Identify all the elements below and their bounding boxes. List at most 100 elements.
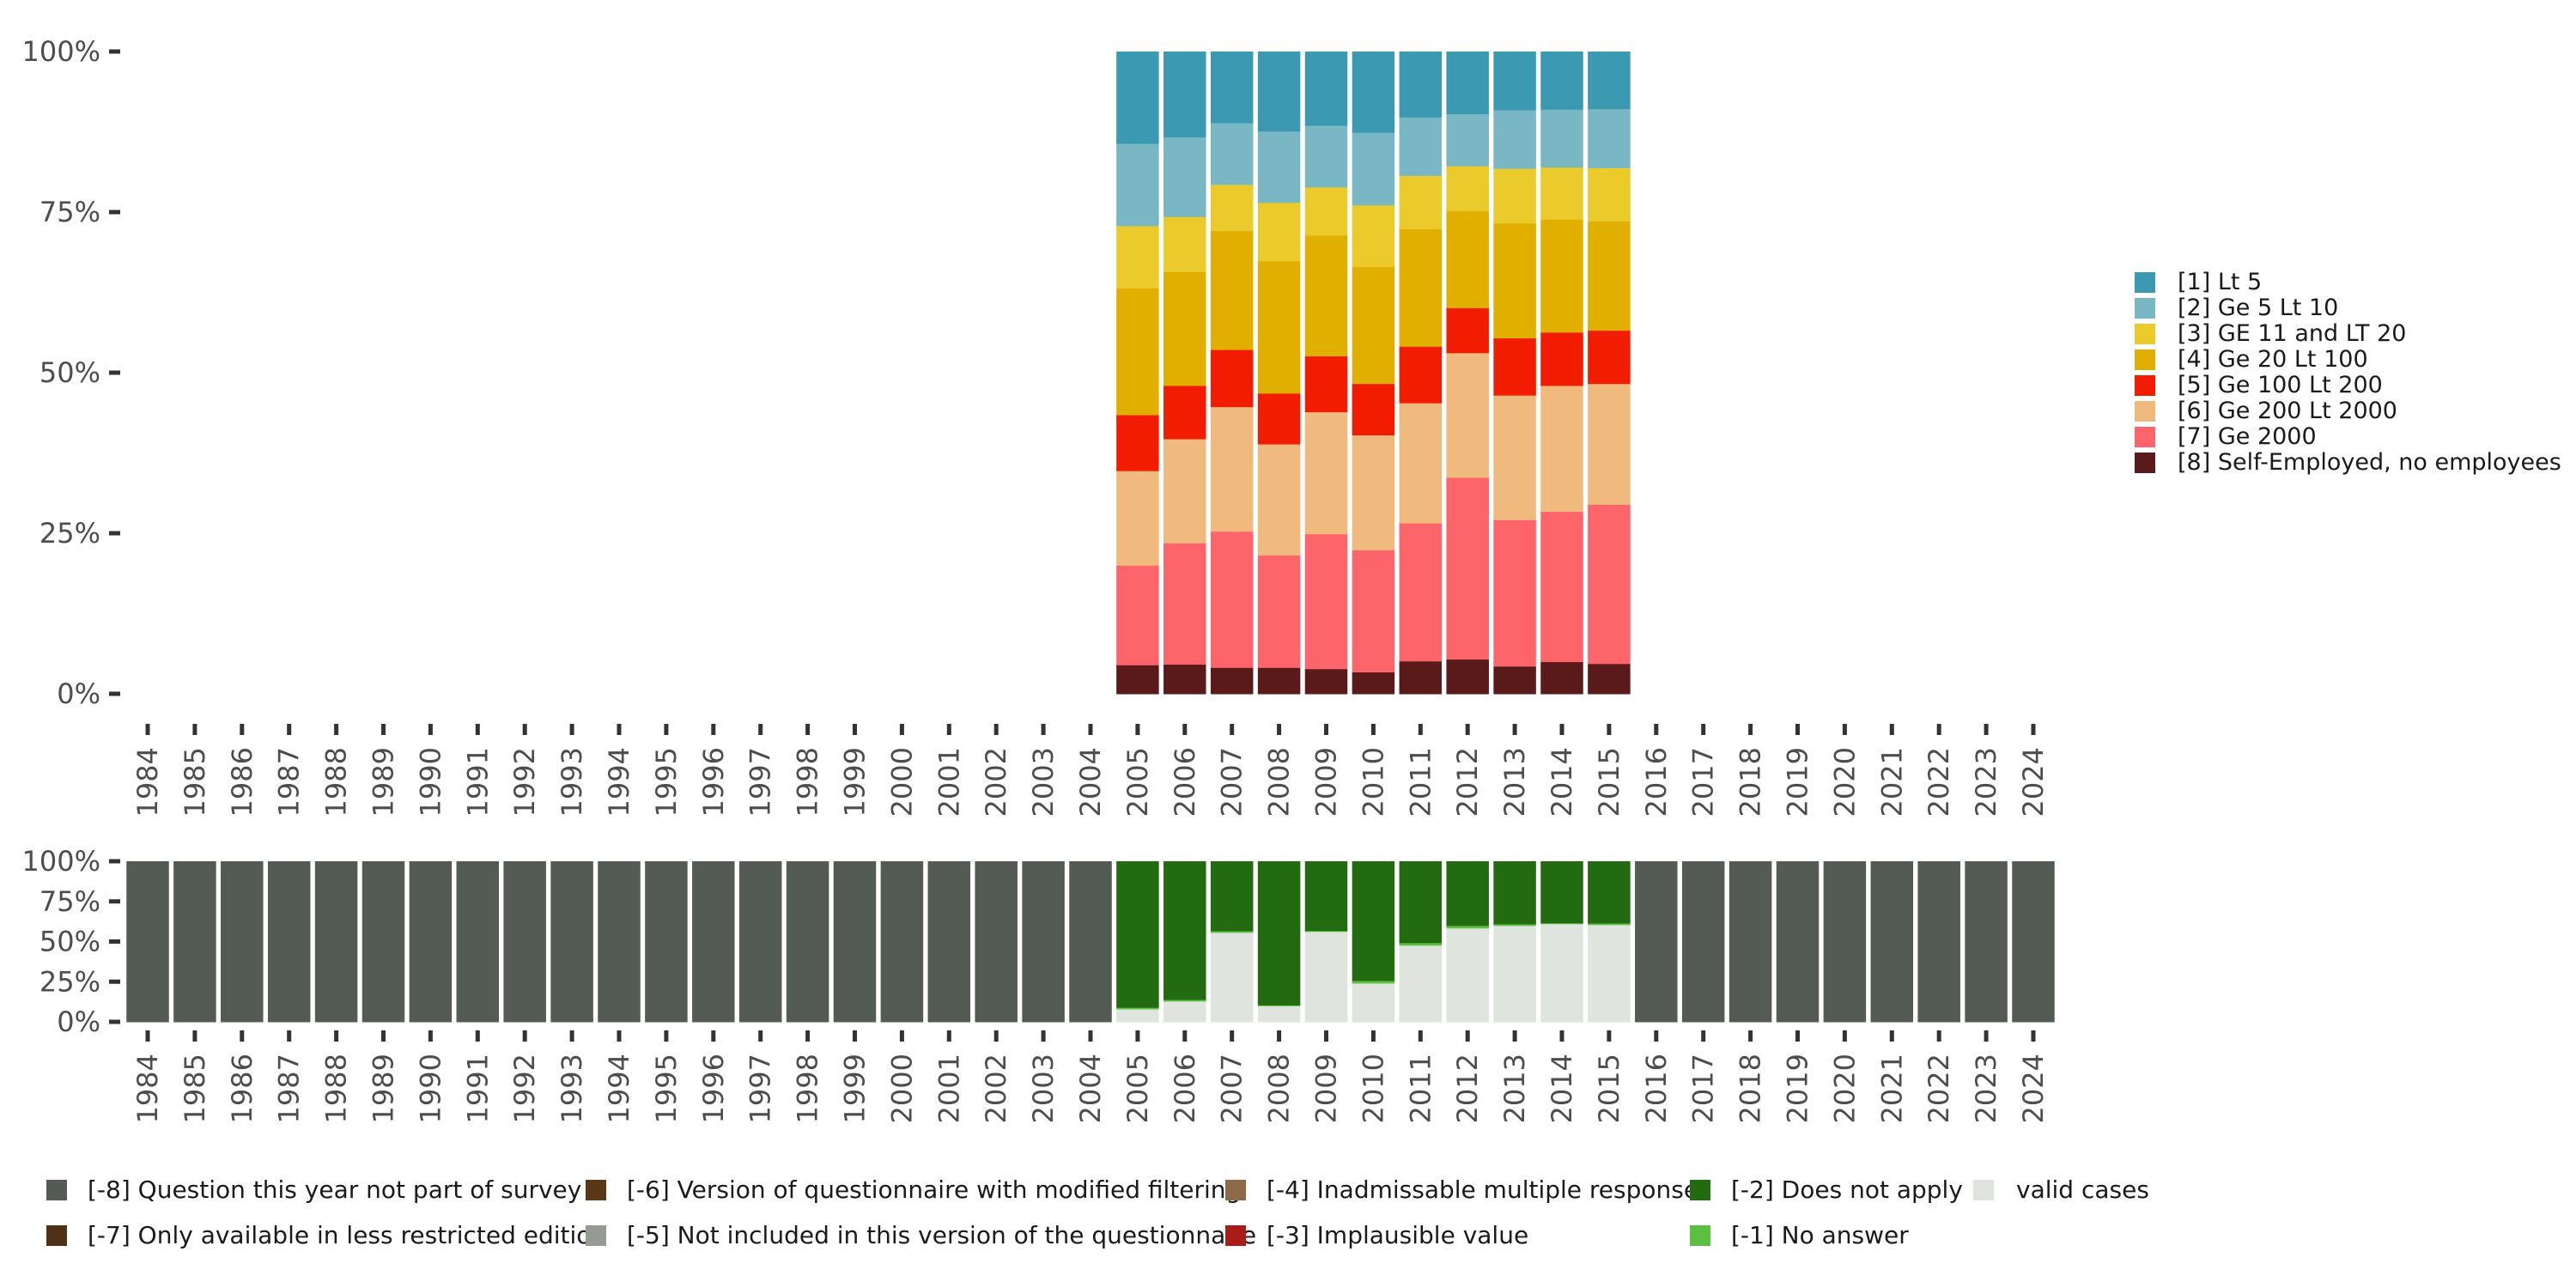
x-tick-label: 1992	[508, 747, 541, 817]
x-tick-label: 1988	[320, 747, 353, 817]
bar-segment	[1446, 927, 1489, 1023]
legend-item: [1] Lt 5	[2135, 269, 2262, 295]
legend-item: [5] Ge 100 Lt 200	[2135, 372, 2383, 398]
bar-segment	[1304, 52, 1348, 126]
x-tick-label: 2006	[1169, 747, 1201, 817]
bar-segment	[1116, 52, 1159, 144]
bar-segment	[1540, 385, 1583, 513]
x-tick-label: 2022	[1923, 747, 1955, 817]
x-tick-label: 2024	[2017, 747, 2050, 817]
x-tick-label: 2001	[933, 1054, 965, 1123]
bar-stack-1990	[409, 861, 453, 1023]
x-tick-label: 2018	[1735, 1054, 1767, 1123]
bar-segment	[692, 861, 735, 1023]
bar-segment	[1493, 52, 1536, 111]
bar-segment	[1116, 1007, 1159, 1010]
x-tick-label: 1987	[273, 747, 306, 817]
bar-stack-1997	[738, 861, 782, 1023]
top-bars	[1116, 52, 1631, 695]
bar-segment	[361, 861, 405, 1023]
bar-segment	[1116, 565, 1159, 665]
legend-item: [6] Ge 200 Lt 2000	[2135, 398, 2397, 424]
bar-segment	[550, 861, 593, 1023]
legend-item: [2] Ge 5 Lt 10	[2135, 295, 2338, 321]
legend-label: [2] Ge 5 Lt 10	[2178, 295, 2338, 321]
bar-segment	[221, 861, 264, 1023]
x-tick-label: 2012	[1451, 1054, 1484, 1123]
y-tick-label: 75%	[39, 196, 100, 228]
bar-segment	[1210, 531, 1254, 668]
bar-stack-2008	[1257, 52, 1301, 695]
legend-swatch	[2135, 298, 2155, 319]
bar-segment	[1163, 385, 1206, 440]
y-tick-label: 0%	[57, 677, 100, 710]
legend-label: [-8] Question this year not part of surv…	[88, 1176, 581, 1204]
x-tick-label: 2021	[1875, 747, 1908, 817]
bar-segment	[1163, 439, 1206, 544]
bar-segment	[1493, 923, 1536, 927]
legend-label: [7] Ge 2000	[2178, 423, 2317, 450]
bar-segment	[1540, 52, 1583, 110]
x-tick-label: 1996	[697, 1054, 730, 1123]
bar-stack-2002	[975, 861, 1018, 1023]
bar-segment	[1399, 52, 1443, 118]
x-tick-label: 2017	[1687, 1054, 1720, 1123]
bar-segment	[1446, 352, 1489, 478]
x-tick-label: 2007	[1216, 1054, 1249, 1123]
legend-swatch	[1225, 1225, 1246, 1246]
legend-swatch	[1690, 1225, 1710, 1246]
legend-swatch	[1973, 1180, 1994, 1200]
legend-label: [-3] Implausible value	[1267, 1221, 1528, 1249]
bar-segment	[1588, 504, 1631, 665]
bar-segment	[1257, 861, 1301, 1005]
y-tick-label: 50%	[39, 356, 100, 389]
x-tick-label: 2008	[1263, 1054, 1296, 1123]
bar-segment	[1446, 659, 1489, 695]
y-tick-label: 25%	[39, 965, 100, 998]
bar-segment	[1588, 663, 1631, 695]
bar-segment	[1210, 184, 1254, 232]
y-tick-label: 75%	[39, 885, 100, 918]
bar-segment	[1210, 52, 1254, 124]
x-tick-label: 1994	[603, 747, 635, 817]
legend-label: [1] Lt 5	[2178, 269, 2262, 295]
bar-segment	[1917, 861, 1960, 1023]
bar-segment	[456, 861, 500, 1023]
legend-label: valid cases	[2016, 1176, 2149, 1204]
bar-segment	[1493, 925, 1536, 1023]
x-tick-label: 2019	[1782, 747, 1814, 817]
bar-segment	[1870, 861, 1914, 1023]
bar-segment	[1257, 392, 1301, 445]
x-tick-label: 2024	[2017, 1054, 2050, 1123]
x-tick-label: 2007	[1216, 747, 1249, 817]
x-tick-label: 1999	[839, 1054, 872, 1123]
x-tick-label: 2000	[885, 1054, 918, 1123]
bar-segment	[1399, 945, 1443, 1023]
legend-label: [3] GE 11 and LT 20	[2178, 320, 2406, 347]
bar-segment	[2012, 861, 2055, 1023]
bar-segment	[1116, 471, 1159, 566]
bar-segment	[975, 861, 1018, 1023]
bar-segment	[1352, 266, 1395, 385]
x-tick-label: 2013	[1498, 1054, 1531, 1123]
bar-stack-2011	[1399, 52, 1443, 695]
bar-segment	[1588, 108, 1631, 168]
bar-stack-2003	[1022, 861, 1065, 1023]
bar-segment	[1257, 667, 1301, 695]
bar-stack-1995	[645, 861, 688, 1023]
x-tick-label: 2019	[1782, 1054, 1814, 1123]
x-tick-label: 2017	[1687, 747, 1720, 817]
bar-segment	[1352, 671, 1395, 695]
x-tick-label: 1993	[556, 747, 588, 817]
bar-stack-2007	[1210, 861, 1254, 1023]
bar-stack-2005	[1116, 52, 1159, 695]
bar-segment	[267, 861, 311, 1023]
x-tick-label: 2012	[1451, 747, 1484, 817]
bar-segment	[1588, 221, 1631, 331]
bar-segment	[1163, 1000, 1206, 1023]
legend-item: [-1] No answer	[1690, 1221, 1909, 1249]
bar-segment	[1116, 288, 1159, 416]
bar-stack-2009	[1304, 861, 1348, 1023]
bar-segment	[1823, 861, 1867, 1023]
bar-stack-2004	[1069, 861, 1112, 1023]
